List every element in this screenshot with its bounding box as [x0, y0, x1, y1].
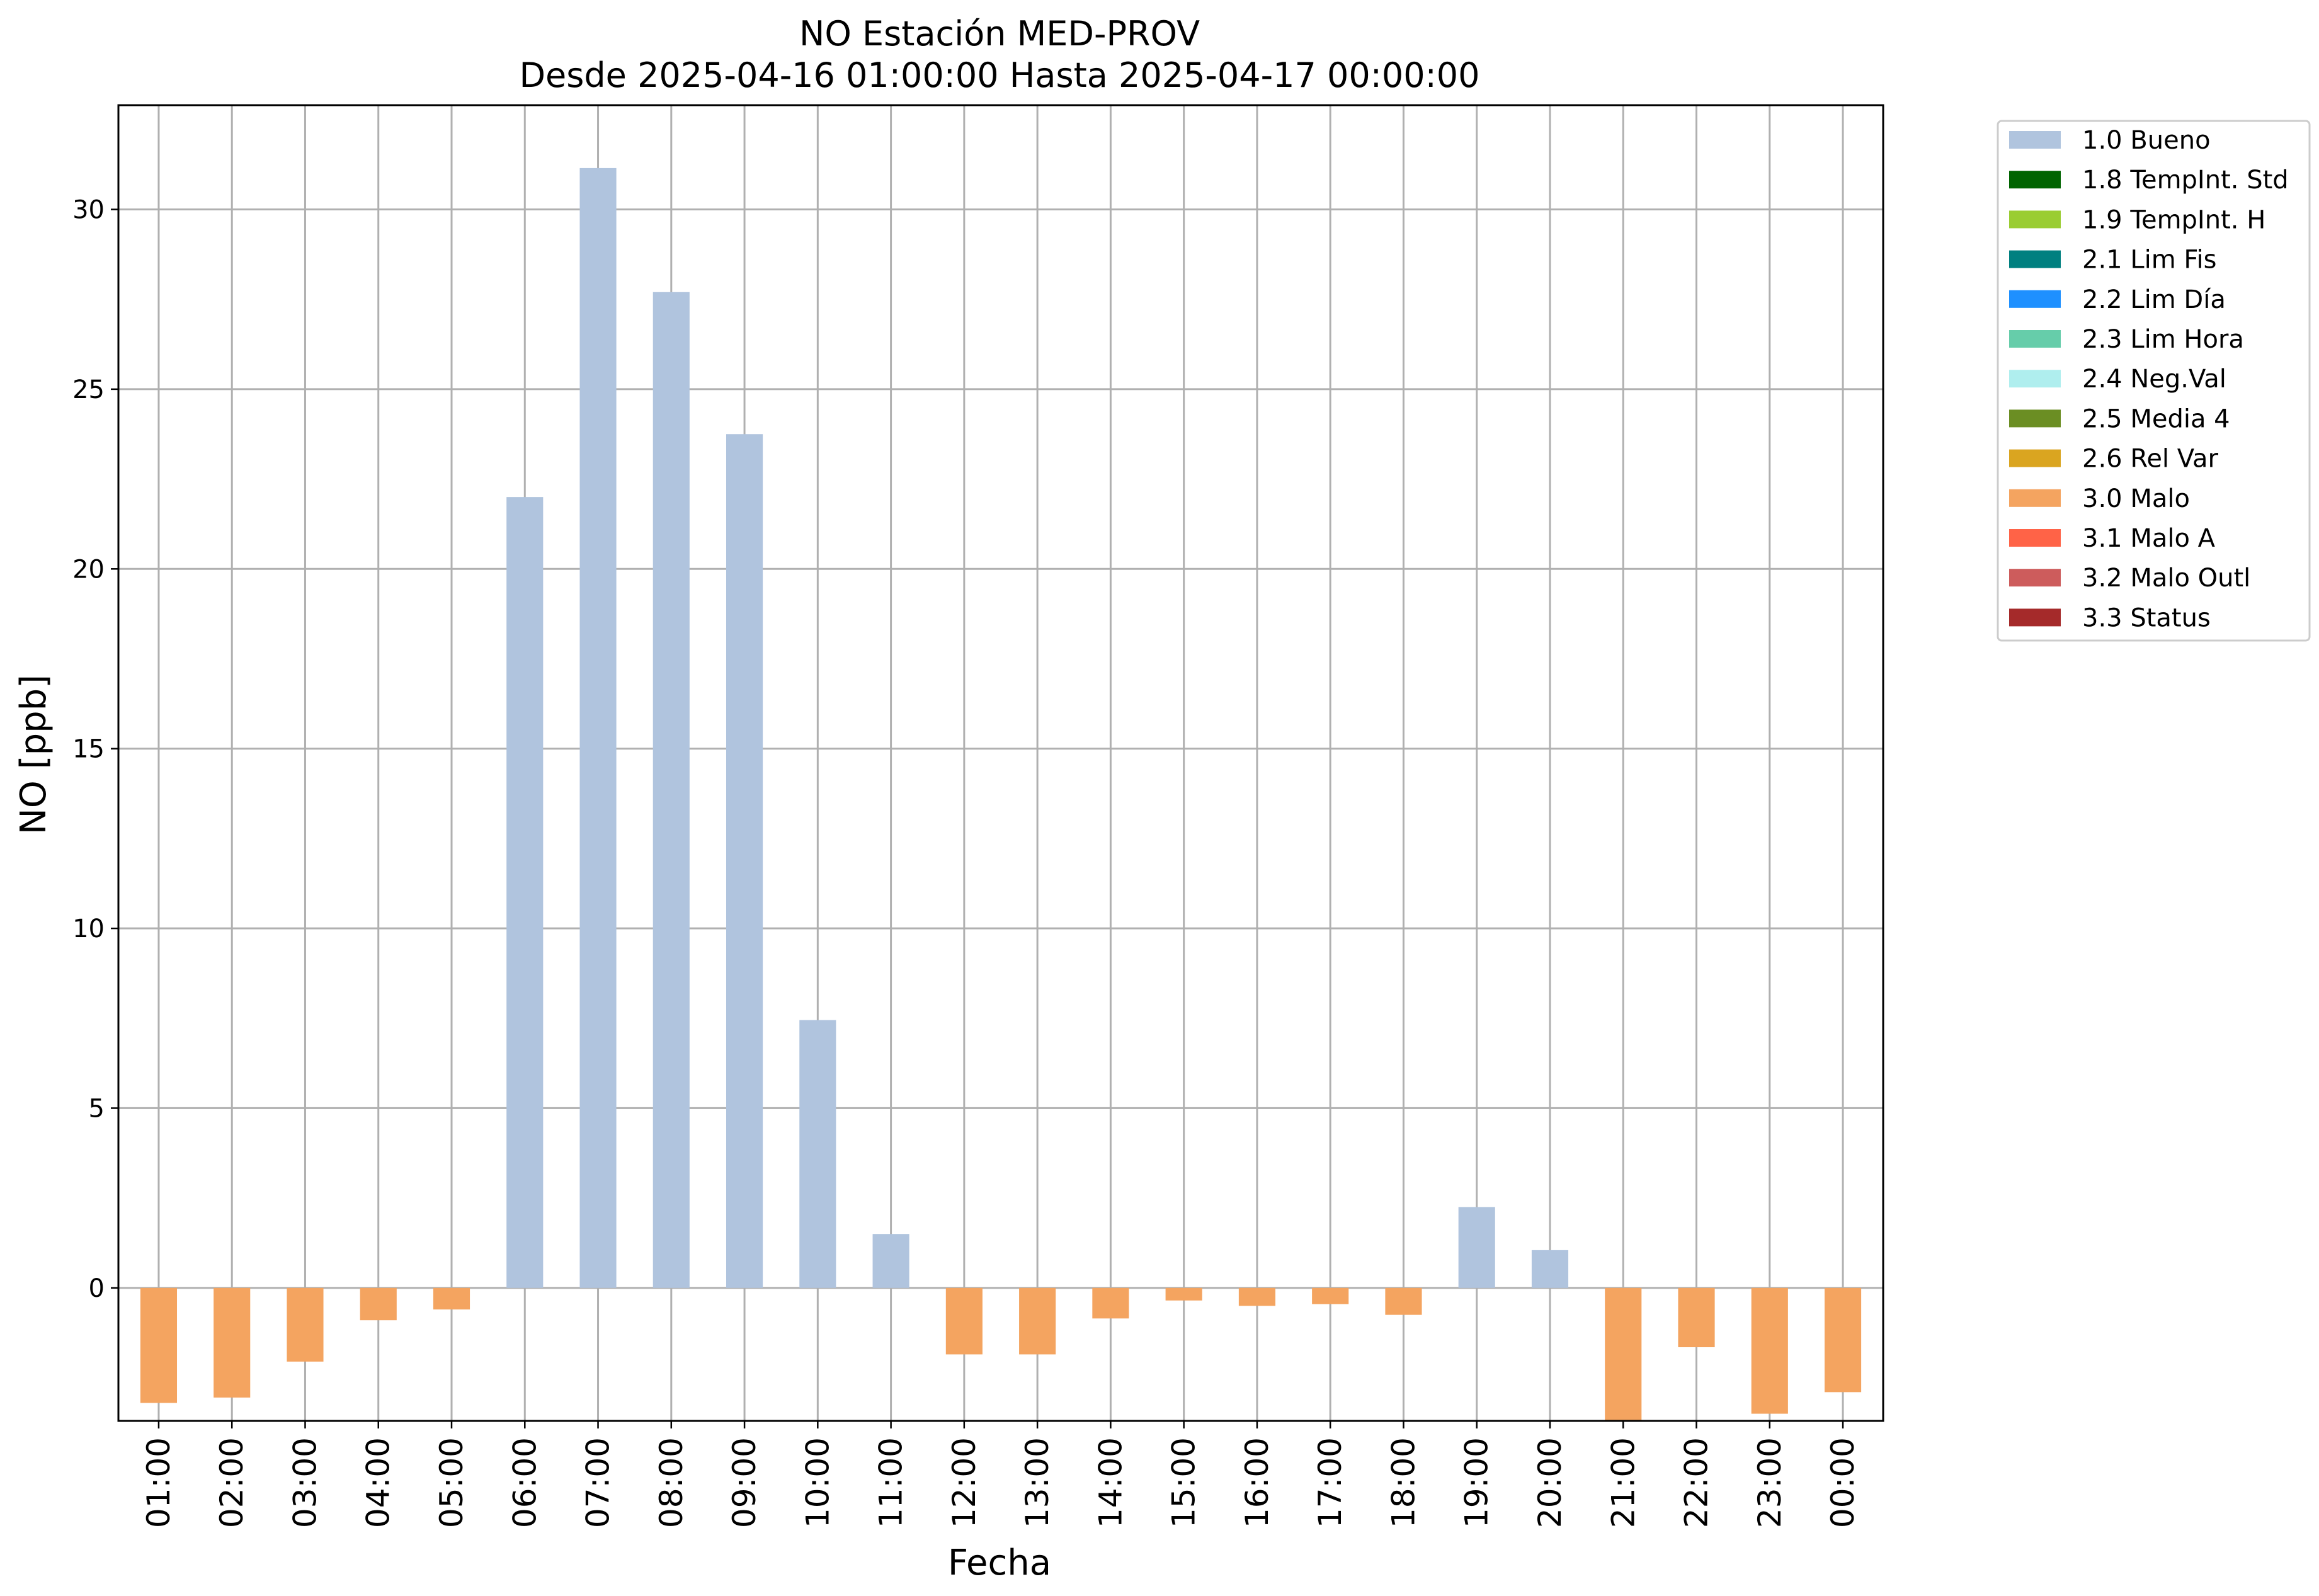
x-tick-label: 04:00 [360, 1437, 397, 1528]
legend-label: 3.3 Status [2082, 603, 2211, 632]
legend-label: 3.1 Malo A [2082, 524, 2216, 553]
legend-swatch [2009, 569, 2061, 587]
x-tick-label: 12:00 [946, 1437, 983, 1528]
legend-swatch [2009, 250, 2061, 268]
x-tick-label: 21:00 [1605, 1437, 1641, 1528]
bar-2300 [1751, 1287, 1788, 1414]
x-tick-label: 03:00 [287, 1437, 323, 1528]
y-axis-ticks: 0 5 10 15 20 25 30 [72, 196, 118, 1303]
legend-label: 1.8 TempInt. Std [2082, 166, 2289, 195]
legend-label: 3.0 Malo [2082, 484, 2190, 513]
x-tick-label: 06:00 [506, 1437, 543, 1528]
bar-0900 [726, 434, 763, 1288]
bar-1500 [1165, 1287, 1202, 1301]
y-tick-label: 15 [72, 735, 105, 764]
bar-1000 [799, 1020, 836, 1288]
bar-2100 [1605, 1287, 1642, 1421]
bar-1700 [1312, 1287, 1349, 1304]
y-tick-label: 0 [89, 1274, 105, 1303]
legend-box [1997, 120, 2311, 642]
y-tick-label: 25 [72, 375, 105, 404]
x-axis-label: Fecha [948, 1542, 1051, 1583]
legend-swatch [2009, 489, 2061, 507]
plot-area-frame [117, 104, 1884, 1422]
x-tick-label: 23:00 [1752, 1437, 1788, 1528]
legend-swatch [2009, 608, 2061, 627]
bar-1400 [1092, 1287, 1129, 1319]
bar-1100 [872, 1234, 909, 1288]
x-tick-label: 11:00 [873, 1437, 909, 1528]
bar-1800 [1385, 1287, 1422, 1315]
legend-label: 1.0 Bueno [2082, 126, 2211, 155]
bar-0500 [433, 1287, 470, 1310]
bar-0700 [579, 168, 617, 1288]
legend-label: 2.3 Lim Hora [2082, 325, 2244, 354]
bar-1600 [1238, 1287, 1275, 1306]
legend-label: 2.1 Lim Fis [2082, 246, 2216, 275]
x-tick-label: 16:00 [1239, 1437, 1275, 1528]
bar-2200 [1678, 1287, 1715, 1347]
y-tick-label: 5 [89, 1094, 105, 1123]
x-tick-label: 07:00 [580, 1437, 617, 1528]
x-tick-label: 01:00 [140, 1437, 177, 1528]
x-tick-label: 02:00 [214, 1437, 250, 1528]
x-tick-label: 05:00 [433, 1437, 470, 1528]
bar-0200 [214, 1287, 251, 1398]
bar-2000 [1531, 1250, 1569, 1288]
bars [140, 168, 1862, 1421]
y-tick-label: 30 [72, 196, 105, 225]
legend-swatch [2009, 529, 2061, 547]
x-tick-label: 19:00 [1459, 1437, 1495, 1528]
bar-0100 [140, 1287, 178, 1403]
legend-swatch [2009, 290, 2061, 308]
chart-subtitle: Desde 2025-04-16 01:00:00 Hasta 2025-04-… [519, 55, 1479, 95]
legend-label: 2.4 Neg.Val [2082, 365, 2226, 394]
legend-swatch [2009, 330, 2061, 348]
grid-lines [118, 105, 1883, 1421]
x-tick-label: 17:00 [1312, 1437, 1348, 1528]
y-tick-label: 10 [72, 915, 105, 943]
x-tick-label: 08:00 [653, 1437, 690, 1528]
x-axis-ticks: 01:00 02:00 03:00 04:00 05:00 06:00 07:00 08:00… [140, 1421, 1861, 1528]
x-tick-label: 18:00 [1385, 1437, 1422, 1528]
y-axis-label: NO [ppb] [13, 675, 54, 835]
legend-swatch [2009, 449, 2061, 467]
legend-label: 2.2 Lim Día [2082, 285, 2226, 314]
bar-0800 [652, 292, 690, 1288]
legend-swatch [2009, 409, 2061, 428]
legend-swatch [2009, 131, 2061, 149]
bar-1900 [1458, 1207, 1495, 1288]
legend-label: 1.9 TempInt. H [2082, 205, 2265, 234]
bar-0400 [360, 1287, 397, 1321]
bar-1300 [1019, 1287, 1056, 1355]
legend-label: 2.5 Media 4 [2082, 404, 2230, 433]
x-tick-label: 10:00 [799, 1437, 836, 1528]
x-tick-label: 22:00 [1678, 1437, 1715, 1528]
legend-label: 3.2 Malo Outl [2082, 564, 2250, 593]
y-tick-label: 20 [72, 555, 105, 584]
bar-0600 [506, 497, 544, 1288]
chart-title: NO Estación MED-PROV [799, 14, 1200, 54]
x-tick-label: 20:00 [1532, 1437, 1568, 1528]
bar-0000 [1824, 1287, 1862, 1393]
legend-swatch [2009, 171, 2061, 189]
legend-label: 2.6 Rel Var [2082, 445, 2219, 474]
legend-swatch [2009, 370, 2061, 388]
x-tick-label: 15:00 [1166, 1437, 1202, 1528]
x-tick-label: 09:00 [726, 1437, 763, 1528]
x-tick-label: 00:00 [1825, 1437, 1861, 1528]
bar-0300 [287, 1287, 324, 1362]
x-tick-label: 13:00 [1019, 1437, 1056, 1528]
x-tick-label: 14:00 [1092, 1437, 1129, 1528]
bar-1200 [945, 1287, 983, 1355]
legend-swatch [2009, 210, 2061, 229]
legend: 1.0 Bueno 1.8 TempInt. Std 1.9 TempInt. H 2… [1997, 120, 2311, 642]
